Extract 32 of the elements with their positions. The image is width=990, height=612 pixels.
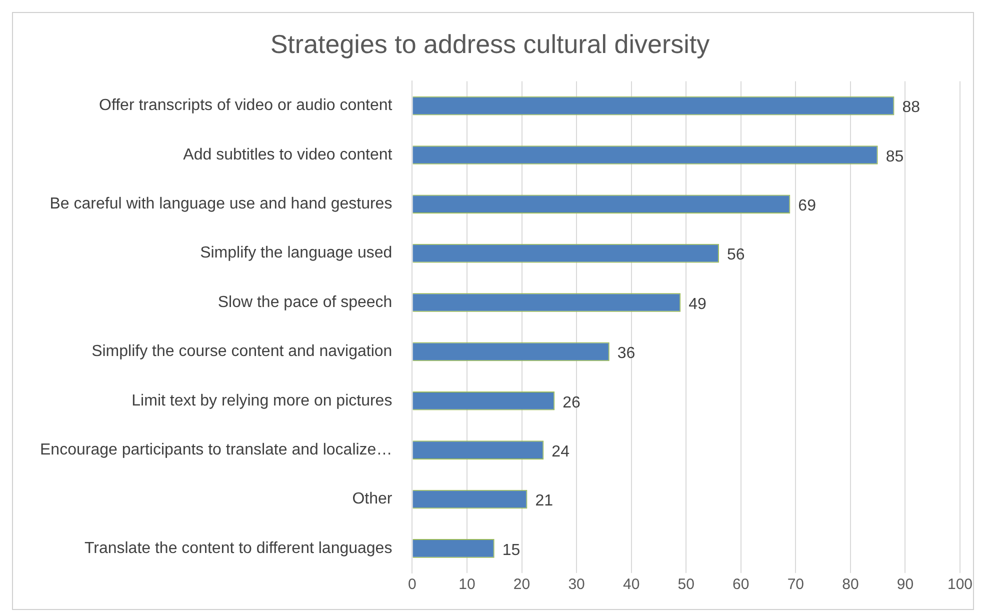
x-tick-label: 50 [678,576,694,594]
chart-title: Strategies to address cultural diversity [270,28,710,59]
y-tick-label: Translate the content to different languages [84,540,392,557]
data-label: 26 [562,394,581,412]
x-tick-label: 70 [787,576,804,594]
x-tick-label: 30 [568,576,585,594]
data-label: 15 [502,542,520,559]
y-tick-label: Encourage participants to translate and localize… [40,441,392,458]
y-tick-label: Offer transcripts of video or audio content [99,97,393,114]
x-tick-label: 0 [408,576,416,594]
x-tick-label: 40 [622,576,640,594]
x-tick-label: 10 [458,576,476,594]
x-tick-label: 60 [732,576,750,594]
x-tick-label: 100 [947,576,973,594]
data-label: 85 [886,148,904,166]
data-label: 49 [688,296,707,313]
data-label: 88 [902,99,920,116]
y-tick-label: Simplify the language used [200,244,392,262]
x-tick-label: 80 [842,576,859,594]
y-tick-label: Other [352,490,393,508]
x-tick-label: 90 [896,576,914,594]
data-label: 24 [552,443,570,460]
x-tick-label: 20 [513,576,530,594]
y-tick-label: Be careful with language use and hand gestures [50,196,392,213]
data-label: 69 [798,198,816,215]
y-tick-label: Add subtitles to video content [183,146,393,164]
data-label: 36 [617,345,636,362]
y-tick-label: Slow the pace of speech [218,294,392,311]
y-tick-label: Limit text by relying more on pictures [132,392,392,410]
data-label: 21 [535,492,554,510]
data-label: 56 [726,246,745,264]
y-tick-label: Simplify the course content and navigation [92,343,392,360]
